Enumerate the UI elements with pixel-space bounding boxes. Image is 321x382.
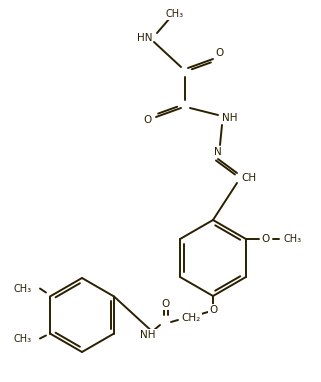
Text: O: O	[162, 299, 170, 309]
Text: CH: CH	[241, 173, 256, 183]
Text: CH₃: CH₃	[284, 234, 302, 244]
Text: CH₃: CH₃	[14, 335, 32, 345]
Text: NH: NH	[140, 330, 156, 340]
Text: CH₃: CH₃	[14, 283, 32, 293]
Text: CH₂: CH₂	[181, 313, 201, 323]
Text: HN: HN	[136, 33, 152, 43]
Text: O: O	[262, 234, 270, 244]
Text: N: N	[214, 147, 222, 157]
Text: O: O	[209, 305, 217, 315]
Text: NH: NH	[222, 113, 238, 123]
Text: CH₃: CH₃	[166, 9, 184, 19]
Text: O: O	[216, 48, 224, 58]
Text: O: O	[144, 115, 152, 125]
